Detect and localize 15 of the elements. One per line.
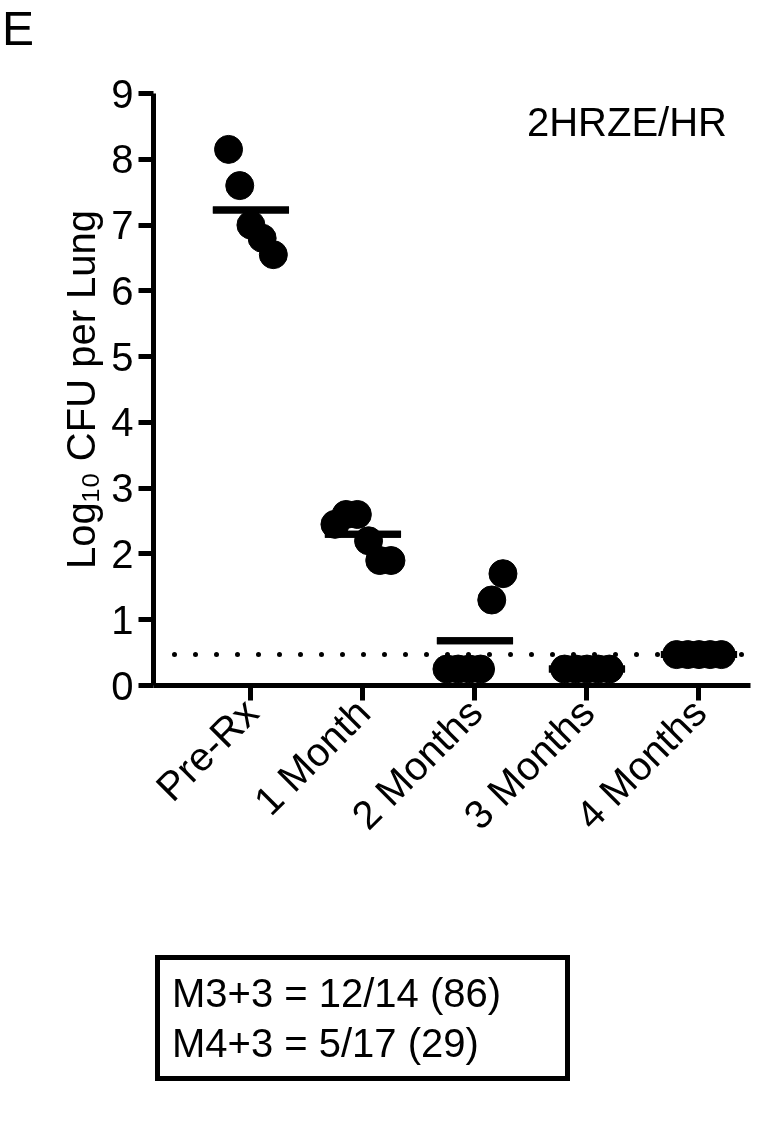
y-tick-label: 9 (111, 71, 134, 116)
y-tick-label: 0 (111, 663, 134, 708)
y-tick-label: 2 (111, 531, 134, 576)
text: M4+3 = 5/17 (29) (172, 1021, 479, 1065)
text: E (2, 2, 35, 55)
y-tick-label: 5 (111, 334, 134, 379)
y-tick-label: 6 (111, 268, 134, 313)
y-tick-label: 3 (111, 466, 134, 511)
y-axis-title: Log₁₀ CFU per Lung (59, 209, 104, 570)
y-tick-label: 8 (111, 137, 134, 182)
y-tick-label: 4 (111, 400, 134, 445)
text: M3+3 = 12/14 (86) (172, 971, 502, 1015)
y-tick-label: 7 (111, 203, 134, 248)
chart-title: 2HRZE/HR (526, 100, 727, 145)
y-tick-label: 1 (111, 597, 134, 642)
